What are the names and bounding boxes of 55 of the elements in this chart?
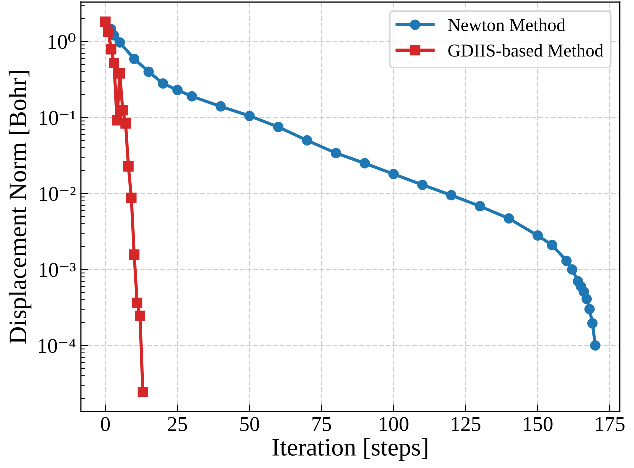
point bbox=[582, 294, 592, 304]
point bbox=[129, 54, 140, 64]
point bbox=[302, 135, 313, 146]
x-tick-label: 175 bbox=[596, 417, 625, 432]
point bbox=[216, 101, 226, 112]
x-tick-label: 0 bbox=[101, 417, 110, 432]
point bbox=[388, 169, 400, 180]
x-tick-label: 125 bbox=[452, 417, 481, 432]
legend-label: GDIIS-based Method bbox=[448, 44, 604, 57]
y-tick-label: 10⁻² bbox=[40, 187, 76, 202]
point bbox=[504, 213, 514, 224]
point bbox=[138, 387, 148, 398]
point bbox=[532, 230, 544, 241]
point bbox=[567, 264, 578, 275]
point bbox=[360, 158, 370, 169]
x-tick-label: 75 bbox=[312, 418, 332, 432]
point bbox=[135, 310, 146, 322]
y-axis-title: Displacement Norm [Bohr] bbox=[8, 71, 32, 344]
point bbox=[475, 201, 486, 212]
y-tick-label: 10⁰ bbox=[48, 34, 76, 50]
point bbox=[158, 78, 168, 89]
point bbox=[114, 68, 126, 79]
y-tick-label: 10⁻¹ bbox=[40, 111, 76, 126]
point bbox=[547, 240, 558, 250]
legend-label: Newton Method bbox=[448, 18, 566, 32]
point bbox=[123, 161, 134, 172]
point bbox=[132, 298, 143, 308]
point bbox=[129, 250, 140, 260]
point bbox=[562, 256, 572, 266]
point bbox=[172, 85, 183, 96]
point bbox=[584, 304, 595, 315]
point bbox=[109, 58, 120, 69]
point bbox=[114, 38, 126, 48]
x-axis-title: Iteration [steps] bbox=[272, 438, 428, 462]
point bbox=[106, 44, 117, 55]
x-tick-label: 50 bbox=[240, 417, 260, 432]
point bbox=[417, 180, 428, 190]
point bbox=[126, 192, 137, 204]
x-tick-label: 25 bbox=[168, 417, 188, 432]
point bbox=[144, 66, 154, 78]
point bbox=[330, 148, 342, 159]
point bbox=[587, 318, 598, 329]
point bbox=[118, 105, 128, 116]
point bbox=[590, 340, 601, 351]
point bbox=[273, 122, 284, 132]
x-tick-label: 150 bbox=[524, 417, 553, 432]
point bbox=[100, 16, 111, 28]
point bbox=[446, 190, 457, 201]
point bbox=[103, 26, 114, 38]
point bbox=[186, 91, 198, 102]
y-tick-label: 10⁻⁴ bbox=[39, 339, 76, 354]
point bbox=[120, 118, 132, 129]
point bbox=[244, 110, 255, 122]
y-tick-label: 10⁻³ bbox=[40, 263, 76, 278]
x-tick-label: 100 bbox=[380, 417, 409, 432]
